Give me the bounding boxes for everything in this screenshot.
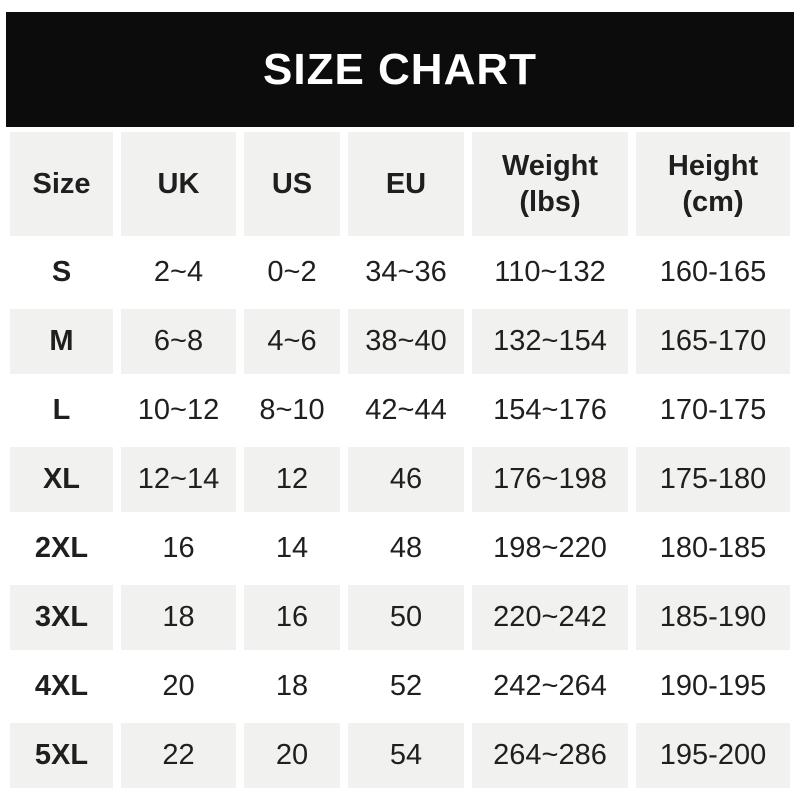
cell-size: S [10, 240, 113, 305]
cell-height: 195-200 [636, 723, 790, 788]
header-cell-height: Height (cm) [636, 132, 790, 236]
cell-us: 4~6 [244, 309, 340, 374]
cell-height: 175-180 [636, 447, 790, 512]
cell-weight: 198~220 [472, 516, 628, 581]
header-cell-weight: Weight (lbs) [472, 132, 628, 236]
cell-height: 160-165 [636, 240, 790, 305]
cell-eu: 34~36 [348, 240, 464, 305]
page-title: SIZE CHART [263, 44, 537, 94]
cell-uk: 12~14 [121, 447, 236, 512]
cell-weight: 132~154 [472, 309, 628, 374]
cell-size: 3XL [10, 585, 113, 650]
cell-eu: 38~40 [348, 309, 464, 374]
cell-weight: 264~286 [472, 723, 628, 788]
cell-us: 16 [244, 585, 340, 650]
cell-us: 20 [244, 723, 340, 788]
cell-height: 190-195 [636, 654, 790, 719]
cell-weight: 110~132 [472, 240, 628, 305]
cell-us: 12 [244, 447, 340, 512]
header-cell-eu: EU [348, 132, 464, 236]
cell-size: XL [10, 447, 113, 512]
cell-eu: 54 [348, 723, 464, 788]
cell-eu: 46 [348, 447, 464, 512]
header-cell-us: US [244, 132, 340, 236]
cell-eu: 48 [348, 516, 464, 581]
cell-uk: 18 [121, 585, 236, 650]
cell-uk: 20 [121, 654, 236, 719]
cell-uk: 2~4 [121, 240, 236, 305]
cell-us: 8~10 [244, 378, 340, 443]
size-chart-table: Size UK US EU Weight (lbs) Height (cm) S… [10, 132, 790, 788]
header-cell-uk: UK [121, 132, 236, 236]
cell-size: 4XL [10, 654, 113, 719]
cell-eu: 52 [348, 654, 464, 719]
cell-us: 18 [244, 654, 340, 719]
size-chart-banner: SIZE CHART [6, 12, 794, 127]
header-cell-size: Size [10, 132, 113, 236]
cell-weight: 242~264 [472, 654, 628, 719]
cell-weight: 154~176 [472, 378, 628, 443]
cell-size: L [10, 378, 113, 443]
cell-eu: 42~44 [348, 378, 464, 443]
cell-uk: 16 [121, 516, 236, 581]
cell-us: 0~2 [244, 240, 340, 305]
cell-uk: 6~8 [121, 309, 236, 374]
cell-height: 165-170 [636, 309, 790, 374]
cell-us: 14 [244, 516, 340, 581]
cell-size: 5XL [10, 723, 113, 788]
cell-size: 2XL [10, 516, 113, 581]
cell-weight: 176~198 [472, 447, 628, 512]
cell-height: 180-185 [636, 516, 790, 581]
cell-uk: 22 [121, 723, 236, 788]
cell-size: M [10, 309, 113, 374]
cell-height: 170-175 [636, 378, 790, 443]
cell-eu: 50 [348, 585, 464, 650]
cell-weight: 220~242 [472, 585, 628, 650]
cell-uk: 10~12 [121, 378, 236, 443]
cell-height: 185-190 [636, 585, 790, 650]
